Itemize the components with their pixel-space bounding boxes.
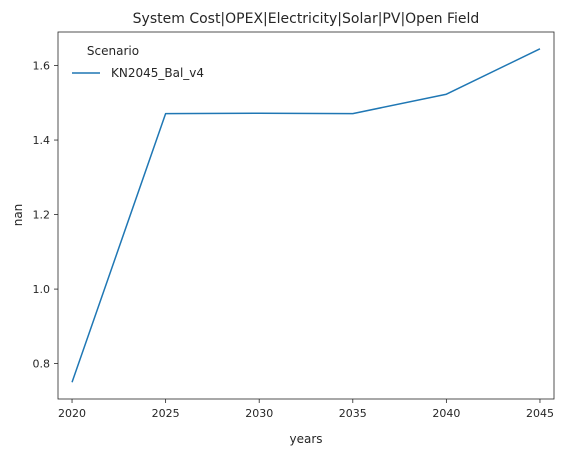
series-layer <box>71 48 541 383</box>
x-tick-label: 2040 <box>432 407 460 420</box>
x-tick-label: 2045 <box>526 407 554 420</box>
x-tick-label: 2035 <box>339 407 367 420</box>
legend-title: Scenario <box>87 44 139 58</box>
y-tick-label: 1.0 <box>33 283 51 296</box>
legend-entry-label: KN2045_Bal_v4 <box>111 66 204 80</box>
x-tick-label: 2025 <box>152 407 180 420</box>
x-tick-label: 2030 <box>245 407 273 420</box>
legend: Scenario KN2045_Bal_v4 <box>72 44 204 80</box>
y-tick-label: 0.8 <box>33 358 51 371</box>
x-axis: 2020 2025 2030 2035 2040 2045 <box>58 399 554 420</box>
y-tick-label: 1.2 <box>33 209 51 222</box>
y-tick-label: 1.4 <box>33 134 51 147</box>
y-axis: 0.8 1.0 1.2 1.4 1.6 <box>33 60 58 371</box>
series-line-kn2045-bal-v4 <box>71 48 541 383</box>
x-axis-label: years <box>289 432 322 446</box>
chart-title: System Cost|OPEX|Electricity|Solar|PV|Op… <box>133 11 480 27</box>
x-tick-label: 2020 <box>58 407 86 420</box>
plot-frame <box>57 31 555 400</box>
plot-area <box>57 31 555 400</box>
y-axis-label: nan <box>11 204 25 227</box>
y-tick-label: 1.6 <box>33 60 51 73</box>
